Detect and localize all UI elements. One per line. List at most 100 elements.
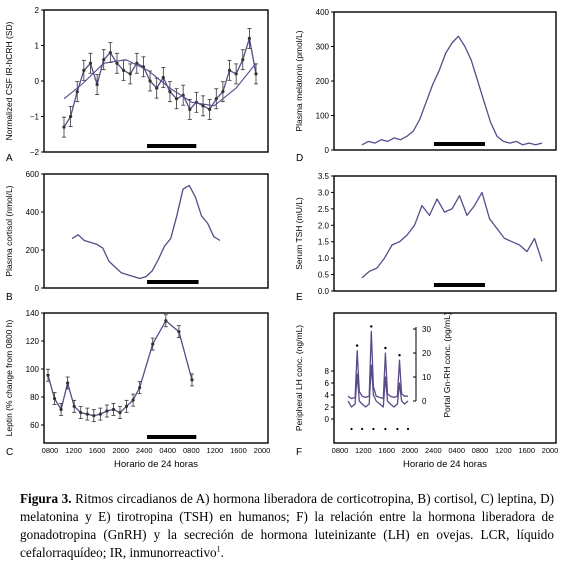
y-tick-label: 0 [35,77,40,86]
data-point [52,396,57,401]
data-point [108,51,112,55]
y-tick-label: 300 [316,43,330,52]
y-tick-label: 1 [35,42,40,51]
data-point [247,36,251,41]
y-tick-label: −1 [30,113,40,122]
data-point [98,412,102,416]
x-tick-label: 0800 [472,446,489,455]
sleep-bar [147,280,199,284]
data-point [190,378,194,382]
x-tick-label: 2000 [402,446,419,455]
data-point [177,330,181,334]
data-point [121,68,126,72]
panel-label: B [6,292,13,303]
sleep-bar [147,435,197,439]
caption-superscript: 1 [216,544,221,554]
y-tick-label: 3.5 [318,172,330,181]
x-tick-label: 0800 [332,446,349,455]
y-tick-label: 140 [26,309,40,318]
x-tick-label: 1600 [89,446,106,455]
panel-c: C Leptin (% change from 0800 h) 140 120 100 8… [4,309,270,470]
y-tick-label: 8 [325,367,330,376]
x-tick-label: 1200 [65,446,82,455]
data-point [105,409,109,413]
data-point [214,97,218,101]
caption-tail: . [220,545,224,560]
data-point [75,90,79,94]
x-tick-label: 0800 [42,446,59,455]
data-point [155,86,159,90]
data-point [62,125,66,129]
x-tick-label: 1600 [378,446,395,455]
panel-a: A Normalized CSF IR-hCRH (SD) 2 1 0 −1 −2 [4,6,269,164]
baseline-marker [350,427,353,431]
y-tick-label: 120 [26,337,40,346]
baseline-marker [361,427,364,431]
y-tick-label: 0.5 [318,271,330,280]
data-point [111,407,116,412]
panel-label: C [6,447,13,458]
pulse-marker [398,354,401,357]
baseline-marker [396,427,399,431]
plot-frame [333,175,557,292]
y-tick-label: 2.5 [318,205,330,214]
panel-label: D [296,153,303,164]
y-tick-label: 200 [26,246,40,255]
y-tick-label: 6 [325,379,330,388]
y-tick-label: 400 [26,208,40,217]
y-axis-label: Normalized CSF IR-hCRH (SD) [4,21,14,140]
y-tick-label: 3.0 [318,188,330,197]
y-tick-label: 60 [30,421,39,430]
y-tick-label: −2 [30,148,40,157]
data-point [59,407,63,412]
y-tick-label: 600 [26,170,40,179]
series-gnrh [347,330,408,400]
data-point [254,72,258,76]
y-tick-label: 80 [30,393,39,402]
y-tick-label: 1.0 [318,254,330,263]
plot-frame [333,312,557,444]
series-data [71,184,221,280]
y-tick-label: 4 [325,391,330,400]
caption-text: Ritmos circadianos de A) hormona liberad… [20,491,554,560]
plot-frame [43,312,269,444]
data-point [131,398,135,402]
data-point [69,114,73,119]
y-tick-label: 2.0 [318,221,330,230]
x-tick-label: 2000 [112,446,129,455]
data-point [102,58,106,62]
baseline-marker [384,427,387,431]
sleep-bar [147,144,197,148]
y-tick-label: 1.5 [318,238,330,247]
data-point [168,90,172,94]
data-point [115,61,119,65]
y-tick-label: 0 [325,415,330,424]
series-fit [63,59,257,107]
y-tick-label: 2 [35,6,40,15]
y-tick-label: 100 [26,365,40,374]
pulse-marker [355,344,359,347]
y-tick-label: 2 [325,403,330,412]
data-point [174,97,179,101]
x-tick-label: 1600 [518,446,535,455]
data-point [234,72,238,76]
x-tick-label: 0400 [448,446,465,455]
data-point [208,107,212,111]
y-tick-label: 200 [316,77,330,86]
data-point [221,90,225,94]
data-point [66,381,70,385]
x-tick-label: 1600 [230,446,247,455]
right-tick-label: 20 [422,349,431,358]
x-tick-label: 0800 [183,446,200,455]
y-tick-label: 0.0 [318,287,330,296]
y-tick-label: 0 [325,146,330,155]
data-point [82,68,86,72]
data-point [148,79,152,83]
y-tick-label: 0 [35,284,40,293]
series-data [361,35,543,146]
series-data [63,37,257,128]
series-data [47,320,193,417]
panel-d: D Plasma melatonin (pmol/L) 400 300 200 100 0 [294,8,557,164]
x-tick-label: 1200 [495,446,512,455]
